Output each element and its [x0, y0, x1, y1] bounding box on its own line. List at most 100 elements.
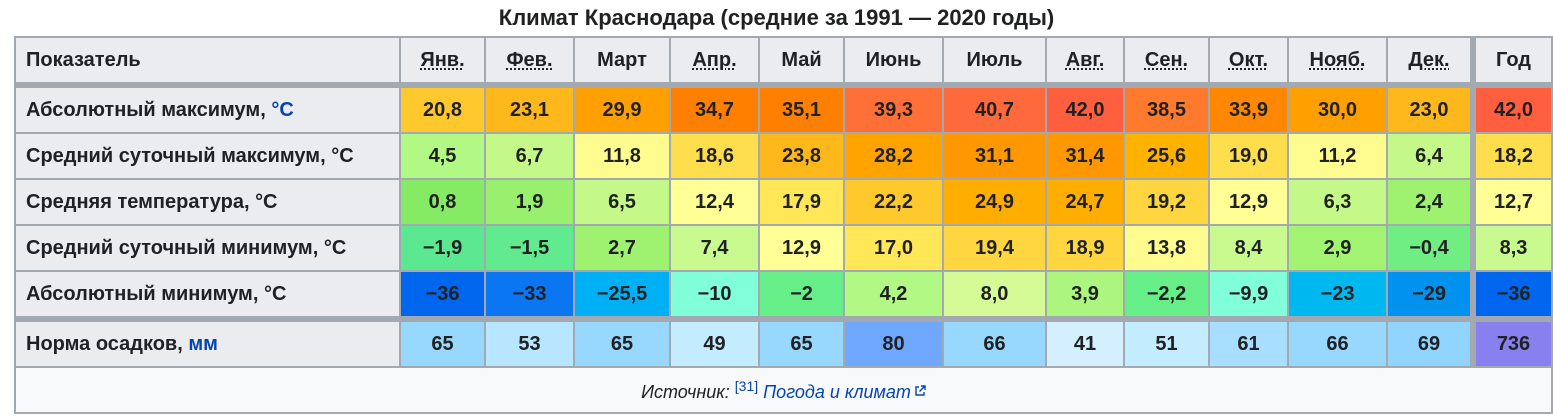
month-label[interactable]: Фев. — [506, 48, 553, 71]
data-row: Абсолютный минимум, °C −36 −33 −25,5 −10 −2 4,… — [14, 270, 1553, 320]
value-cell: 23,0 — [1386, 82, 1474, 134]
row-label-text: Абсолютный максимум, — [26, 98, 266, 121]
source-row: Источник: [31] Погода и климат — [14, 366, 1553, 414]
month-header: Нояб. — [1287, 36, 1388, 86]
row-unit[interactable]: °C — [271, 98, 294, 121]
value-cell: 11,2 — [1287, 132, 1388, 180]
value-cell: 6,3 — [1287, 178, 1388, 226]
month-label[interactable]: Сен. — [1144, 48, 1189, 71]
month-header: Июнь — [843, 36, 944, 86]
value-cell: 65 — [758, 316, 845, 368]
value-cell: 34,7 — [669, 82, 760, 134]
year-value-cell: −36 — [1470, 270, 1553, 320]
month-header: Сен. — [1123, 36, 1210, 86]
month-header: Фев. — [484, 36, 575, 86]
value-cell: −25,5 — [573, 270, 671, 320]
row-label-text: Средний суточный максимум, — [26, 144, 326, 167]
row-label: Абсолютный минимум, °C — [14, 270, 401, 320]
row-unit: °C — [255, 190, 278, 213]
value-cell: 2,4 — [1386, 178, 1474, 226]
value-cell: −10 — [669, 270, 760, 320]
month-label[interactable]: Янв. — [420, 48, 465, 71]
value-cell: 2,7 — [573, 224, 671, 272]
value-cell: −9,9 — [1208, 270, 1289, 320]
month-label[interactable]: Апр. — [692, 48, 737, 71]
row-label-text: Средняя температура, — [26, 190, 250, 213]
value-cell: 23,8 — [758, 132, 845, 180]
value-cell: −1,9 — [399, 224, 486, 272]
value-cell: −29 — [1386, 270, 1474, 320]
value-cell: 22,2 — [843, 178, 944, 226]
value-cell: 38,5 — [1123, 82, 1210, 134]
month-header: Окт. — [1208, 36, 1289, 86]
month-label: Март — [597, 48, 647, 71]
year-value-cell: 8,3 — [1470, 224, 1553, 272]
value-cell: −2,2 — [1123, 270, 1210, 320]
external-link-icon — [915, 384, 926, 396]
year-header: Год — [1470, 36, 1553, 86]
value-cell: 80 — [843, 316, 944, 368]
row-unit[interactable]: мм — [188, 332, 218, 355]
value-cell: 17,9 — [758, 178, 845, 226]
value-cell: −0,4 — [1386, 224, 1474, 272]
month-header: Дек. — [1386, 36, 1474, 86]
value-cell: 3,9 — [1045, 270, 1125, 320]
value-cell: 35,1 — [758, 82, 845, 134]
month-label[interactable]: Дек. — [1408, 48, 1450, 71]
value-cell: 29,9 — [573, 82, 671, 134]
source-reference[interactable]: [31] — [734, 377, 759, 394]
value-cell: 31,4 — [1045, 132, 1125, 180]
data-row: Абсолютный максимум, °C 20,8 23,1 29,9 34,7 3… — [14, 82, 1553, 134]
source-label: Источник: — [641, 381, 730, 402]
year-value-cell: 12,7 — [1470, 178, 1553, 226]
year-value-cell: 18,2 — [1470, 132, 1553, 180]
value-cell: 66 — [942, 316, 1047, 368]
month-label[interactable]: Авг. — [1065, 48, 1105, 71]
value-cell: 6,7 — [484, 132, 575, 180]
source-link[interactable]: Погода и климат — [763, 381, 911, 402]
month-header: Март — [573, 36, 671, 86]
row-unit: °C — [263, 282, 287, 305]
month-label[interactable]: Окт. — [1228, 48, 1269, 71]
value-cell: 31,1 — [942, 132, 1047, 180]
month-label: Июнь — [865, 48, 922, 71]
value-cell: 24,9 — [942, 178, 1047, 226]
row-label-text: Абсолютный минимум, — [26, 282, 259, 305]
climate-table: Показатель Янв. Фев. Март Апр. Май Июнь Июль Авг… — [14, 36, 1553, 414]
month-label[interactable]: Нояб. — [1309, 48, 1366, 71]
data-row: Средняя температура, °C 0,8 1,9 6,5 12,4 17,9… — [14, 178, 1553, 226]
value-cell: 13,8 — [1123, 224, 1210, 272]
year-value-cell: 736 — [1470, 316, 1553, 368]
value-cell: 18,6 — [669, 132, 760, 180]
month-header: Май — [758, 36, 845, 86]
value-cell: 1,9 — [484, 178, 575, 226]
value-cell: 19,4 — [942, 224, 1047, 272]
value-cell: 65 — [399, 316, 486, 368]
value-cell: −2 — [758, 270, 845, 320]
value-cell: 25,6 — [1123, 132, 1210, 180]
row-label-text: Средний суточный минимум, — [26, 236, 319, 259]
value-cell: 6,5 — [573, 178, 671, 226]
data-row: Средний суточный максимум, °C 4,5 6,7 11,8 1… — [14, 132, 1553, 180]
value-cell: −1,5 — [484, 224, 575, 272]
month-label: Июль — [966, 48, 1023, 71]
row-unit: °C — [331, 144, 354, 167]
month-header: Авг. — [1045, 36, 1125, 86]
row-label: Средний суточный минимум, °C — [14, 224, 401, 272]
value-cell: 23,1 — [484, 82, 575, 134]
value-cell: 51 — [1123, 316, 1210, 368]
row-unit: °C — [323, 236, 347, 259]
value-cell: 30,0 — [1287, 82, 1388, 134]
value-cell: 4,2 — [843, 270, 944, 320]
month-header: Янв. — [399, 36, 486, 86]
value-cell: 12,9 — [758, 224, 845, 272]
month-label: Май — [781, 48, 822, 71]
data-row: Норма осадков, мм 65 53 65 49 65 80 66 41 51 61 66 6… — [14, 316, 1553, 368]
value-cell: 18,9 — [1045, 224, 1125, 272]
value-cell: 12,4 — [669, 178, 760, 226]
value-cell: 6,4 — [1386, 132, 1474, 180]
value-cell: 8,4 — [1208, 224, 1289, 272]
row-label: Норма осадков, мм — [14, 316, 401, 368]
value-cell: −33 — [484, 270, 575, 320]
row-label: Абсолютный максимум, °C — [14, 82, 401, 134]
